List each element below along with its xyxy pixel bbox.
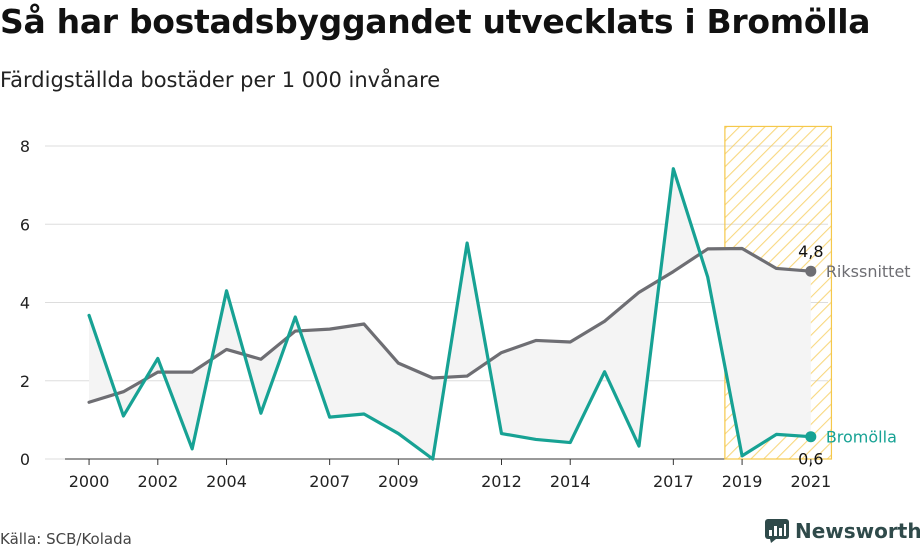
axis-ticks: 0 2 4 6 8 2000 2002 2004 2007 2009 2012 2014 2017 201… bbox=[20, 137, 831, 491]
x-tick-label: 2007 bbox=[309, 472, 350, 491]
x-tick-label: 2017 bbox=[653, 472, 694, 491]
y-tick-label: 2 bbox=[20, 372, 30, 391]
x-tick-label: 2014 bbox=[550, 472, 591, 491]
difference-area bbox=[89, 168, 811, 459]
series-line-bromolla bbox=[87, 167, 813, 461]
grid-lines bbox=[45, 145, 828, 460]
end-marker bbox=[805, 431, 817, 443]
newsworthy-logo: Newsworthy bbox=[765, 519, 920, 543]
chart-subtitle: Färdigställda bostäder per 1 000 invånar… bbox=[0, 68, 441, 92]
x-tick-label: 2004 bbox=[206, 472, 247, 491]
series-name-label: Rikssnittet bbox=[826, 262, 911, 281]
x-tick-label: 2009 bbox=[378, 472, 419, 491]
x-tick-label: 2021 bbox=[790, 472, 831, 491]
x-tick-label: 2012 bbox=[481, 472, 522, 491]
series-line-rikssnittet bbox=[87, 246, 813, 404]
chart-title: Så har bostadsbyggandet utvecklats i Bro… bbox=[0, 2, 871, 41]
x-tick-label: 2019 bbox=[722, 472, 763, 491]
x-tick-label: 2000 bbox=[69, 472, 110, 491]
end-value-label: 4,8 bbox=[798, 242, 823, 261]
y-tick-label: 8 bbox=[20, 137, 30, 156]
y-tick-label: 0 bbox=[20, 450, 30, 469]
y-tick-label: 4 bbox=[20, 294, 30, 313]
series-name-label: Bromölla bbox=[826, 428, 897, 447]
brand-name: Newsworthy bbox=[795, 519, 920, 543]
y-tick-label: 6 bbox=[20, 215, 30, 234]
end-marker bbox=[805, 265, 817, 277]
series-lines bbox=[87, 167, 813, 461]
end-value-label: 0,6 bbox=[798, 450, 823, 469]
source-note: Källa: SCB/Kolada bbox=[0, 530, 132, 548]
newsworthy-chart-icon bbox=[765, 519, 789, 543]
difference-band bbox=[89, 168, 811, 459]
x-tick-label: 2002 bbox=[137, 472, 178, 491]
